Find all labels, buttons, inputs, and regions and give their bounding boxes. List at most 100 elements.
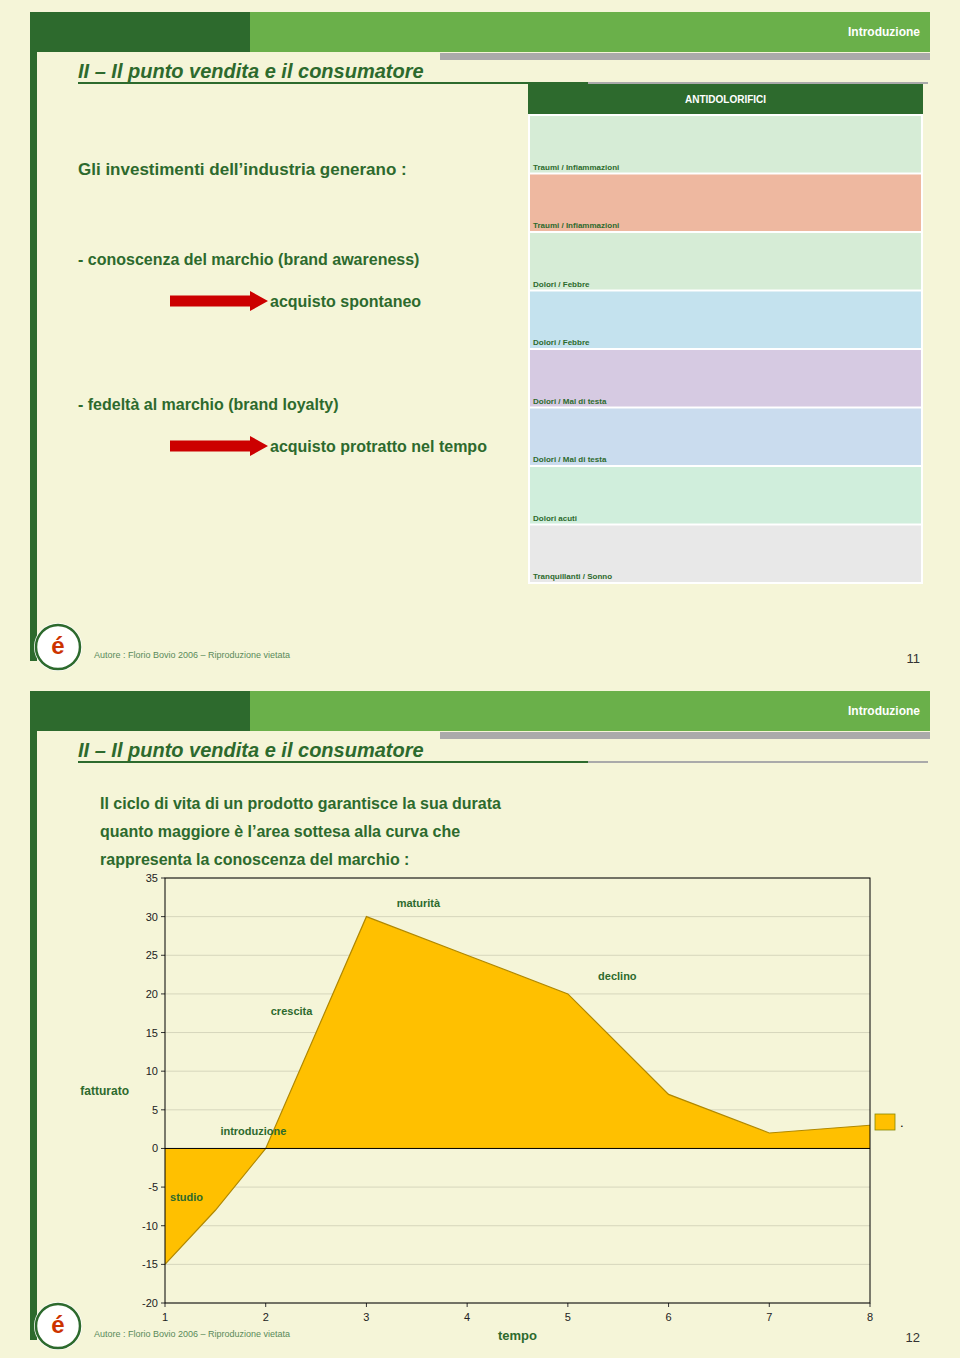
- x-tick: [467, 1303, 468, 1307]
- annotation: declino: [598, 970, 637, 982]
- y-tick: [161, 1148, 165, 1149]
- slide-background: [0, 679, 960, 1358]
- x-tick: [769, 1303, 770, 1307]
- arrow: [170, 436, 268, 456]
- shelf-label: Tranquillanti / Sonno: [533, 572, 612, 581]
- body-text: acquisto spontaneo: [270, 293, 421, 310]
- y-tick-label: -20: [142, 1297, 158, 1309]
- title-rule: [588, 82, 928, 84]
- x-axis-label: tempo: [498, 1328, 537, 1343]
- logo: é: [51, 632, 64, 659]
- y-axis-label: fatturato: [80, 1084, 129, 1098]
- annotation: crescita: [271, 1005, 313, 1017]
- shelf-label: Dolori / Mal di testa: [533, 455, 607, 464]
- x-tick: [265, 1303, 266, 1307]
- header-accent: [440, 732, 930, 739]
- header-bar: [250, 12, 930, 52]
- y-tick-label: 25: [146, 949, 158, 961]
- body-text: rappresenta la conoscenza del marchio :: [100, 851, 409, 868]
- grid-line: [165, 1148, 870, 1149]
- x-tick: [366, 1303, 367, 1307]
- title-underline: [78, 761, 588, 763]
- x-tick-label: 1: [162, 1311, 168, 1323]
- header-label: Introduzione: [848, 25, 920, 39]
- y-tick: [161, 878, 165, 879]
- y-tick-label: 10: [146, 1065, 158, 1077]
- annotation: introduzione: [220, 1125, 286, 1137]
- shelf-row: [530, 467, 921, 524]
- y-tick: [161, 1225, 165, 1226]
- slide-number: 12: [906, 1330, 920, 1345]
- logo-background: [34, 1302, 82, 1350]
- plot-background: [165, 878, 870, 1303]
- annotation: studio: [170, 1191, 203, 1203]
- annotation: maturità: [397, 897, 441, 909]
- y-tick-label: 20: [146, 988, 158, 1000]
- x-tick: [165, 1303, 166, 1307]
- shelf-row: [530, 116, 921, 173]
- y-tick: [161, 1071, 165, 1072]
- body-text: quanto maggiore è l’area sottesa alla cu…: [100, 823, 460, 840]
- slide-number: 11: [907, 651, 921, 666]
- body-text: - conoscenza del marchio (brand awarenes…: [78, 251, 419, 268]
- shelf-row: [530, 233, 921, 290]
- body-text: acquisto protratto nel tempo: [270, 438, 487, 455]
- slide-background: [0, 0, 960, 679]
- body-text: - fedeltà al marchio (brand loyalty): [78, 396, 339, 413]
- x-tick: [567, 1303, 568, 1307]
- y-tick-label: 35: [146, 872, 158, 884]
- x-tick: [870, 1303, 871, 1307]
- grid-line: [165, 1187, 870, 1188]
- x-tick-label: 3: [363, 1311, 369, 1323]
- x-tick-label: 8: [867, 1311, 873, 1323]
- shelf-label: Dolori / Febbre: [533, 338, 590, 347]
- logo-background: [34, 623, 82, 671]
- slide-title: II – Il punto vendita e il consumatore: [78, 60, 424, 82]
- body-text: Gli investimenti dell’industria generano…: [78, 160, 407, 179]
- grid-line: [165, 1264, 870, 1265]
- x-tick-label: 5: [565, 1311, 571, 1323]
- zero-line: [165, 1148, 870, 1149]
- y-tick: [161, 1109, 165, 1110]
- image-title: ANTIDOLORIFICI: [685, 94, 766, 105]
- y-tick: [161, 1187, 165, 1188]
- slide-title: II – Il punto vendita e il consumatore: [78, 739, 424, 761]
- x-tick-label: 6: [666, 1311, 672, 1323]
- left-bar: [30, 52, 37, 661]
- image-title-bar: [528, 84, 923, 114]
- area: [165, 917, 870, 1265]
- slide: Introduzione II – Il punto vendita e il c…: [0, 0, 960, 679]
- title-rule: [588, 761, 928, 763]
- plot-frame: [165, 878, 870, 1303]
- shelf-label: Dolori acuti: [533, 514, 577, 523]
- shelf-row: [530, 526, 921, 583]
- shelf-row: [530, 175, 921, 232]
- grid-line: [165, 955, 870, 956]
- body-text: Il ciclo di vita di un prodotto garantis…: [100, 795, 501, 812]
- plot-data: [165, 917, 870, 1265]
- x-tick-label: 4: [464, 1311, 470, 1323]
- y-tick-label: 15: [146, 1027, 158, 1039]
- title-underline: [78, 82, 588, 84]
- legend-label: .: [900, 1115, 904, 1130]
- logo-ring: [36, 625, 80, 669]
- shelf-label: Traumi / Infiammazioni: [533, 221, 619, 230]
- legend-swatch: [875, 1114, 895, 1130]
- header-bar: [30, 691, 250, 731]
- shelf-label: Traumi / Infiammazioni: [533, 163, 619, 172]
- arrow: [170, 291, 268, 311]
- y-tick-label: -15: [142, 1258, 158, 1270]
- header-accent: [440, 53, 930, 60]
- y-tick: [161, 1264, 165, 1265]
- shelf-row: [530, 350, 921, 407]
- logo-ring: [36, 1304, 80, 1348]
- left-bar: [30, 731, 37, 1340]
- shelf-row: [530, 292, 921, 349]
- area-outline: [165, 917, 870, 1265]
- y-tick: [161, 1032, 165, 1033]
- chart: -20-15-10-50510152025303512345678tempofa…: [80, 872, 903, 1343]
- image-frame: [528, 84, 923, 584]
- y-tick: [161, 993, 165, 994]
- x-tick: [668, 1303, 669, 1307]
- y-tick: [161, 955, 165, 956]
